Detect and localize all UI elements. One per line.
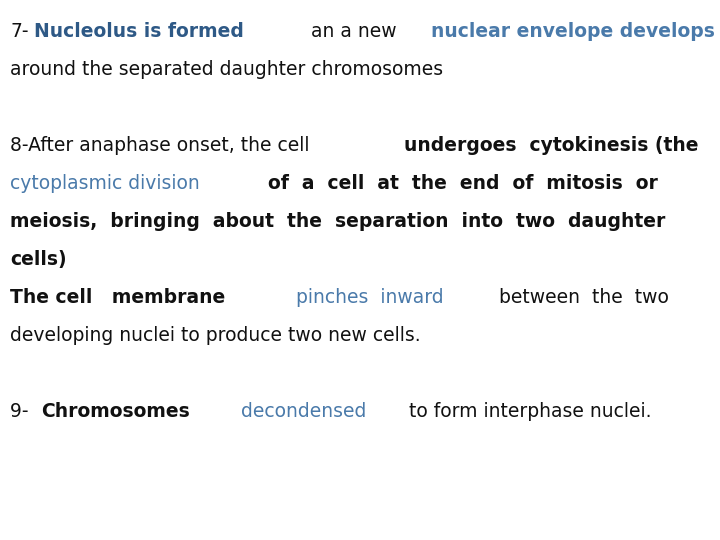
Text: undergoes  cytokinesis (the: undergoes cytokinesis (the bbox=[404, 136, 698, 155]
Text: pinches  inward: pinches inward bbox=[296, 288, 444, 307]
Text: 7-: 7- bbox=[10, 22, 29, 41]
Text: cells): cells) bbox=[10, 250, 67, 269]
Text: an a new: an a new bbox=[305, 22, 402, 41]
Text: nuclear envelope develops: nuclear envelope develops bbox=[431, 22, 714, 41]
Text: developing nuclei to produce two new cells.: developing nuclei to produce two new cel… bbox=[10, 326, 420, 345]
Text: decondensed: decondensed bbox=[241, 402, 366, 421]
Text: cytoplasmic division: cytoplasmic division bbox=[10, 174, 199, 193]
Text: around the separated daughter chromosomes: around the separated daughter chromosome… bbox=[10, 60, 443, 79]
Text: of  a  cell  at  the  end  of  mitosis  or: of a cell at the end of mitosis or bbox=[255, 174, 657, 193]
Text: The cell   membrane: The cell membrane bbox=[10, 288, 232, 307]
Text: to form interphase nuclei.: to form interphase nuclei. bbox=[403, 402, 652, 421]
Text: meiosis,  bringing  about  the  separation  into  two  daughter: meiosis, bringing about the separation i… bbox=[10, 212, 665, 231]
Text: Chromosomes: Chromosomes bbox=[42, 402, 190, 421]
Text: Nucleolus is formed: Nucleolus is formed bbox=[34, 22, 244, 41]
Text: 9-: 9- bbox=[10, 402, 35, 421]
Text: between  the  two: between the two bbox=[487, 288, 668, 307]
Text: 8-After anaphase onset, the cell: 8-After anaphase onset, the cell bbox=[10, 136, 315, 155]
